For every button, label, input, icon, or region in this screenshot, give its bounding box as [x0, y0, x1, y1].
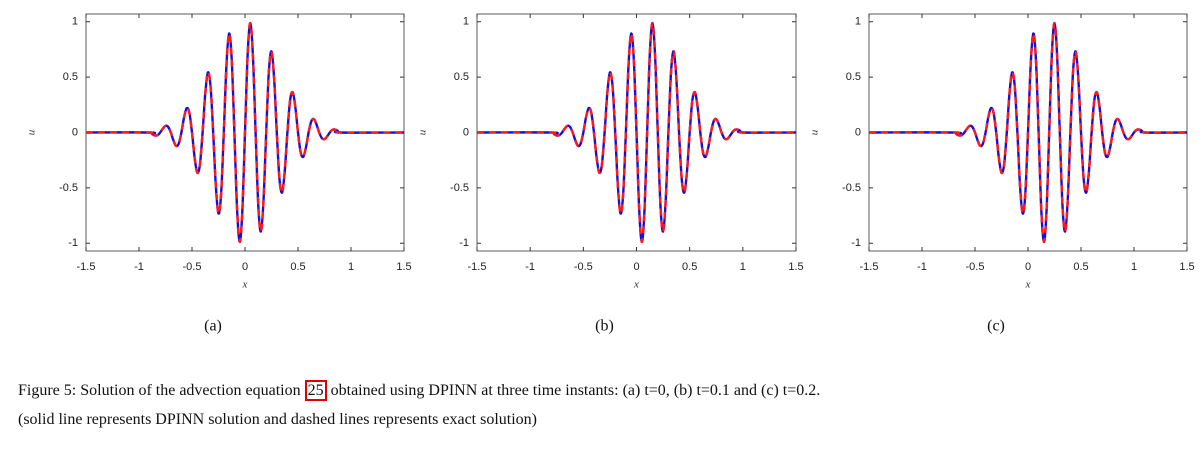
y-tick-label: -0.5	[59, 182, 78, 194]
x-tick-label: -0.5	[966, 261, 985, 273]
x-tick-label: 0	[242, 261, 248, 273]
x-tick-label: 0.5	[290, 261, 305, 273]
x-tick-label: 1.5	[1179, 261, 1194, 273]
y-tick-label: 0	[855, 126, 861, 138]
data-line	[476, 21, 797, 244]
y-tick-label: 0.5	[846, 71, 861, 83]
y-tick-label: 1	[72, 16, 78, 28]
x-tick-label: 0	[633, 261, 639, 273]
x-tick-label: -1.5	[468, 261, 487, 273]
x-tick-label: 1	[348, 261, 354, 273]
figure: -1 -0.5 0 0.5 1 -1.5 -1 -0.5 0 0.5 1 1.5 x u (a) -1 -0.5…	[26, 13, 1195, 335]
subfigure-label: (b)	[595, 318, 614, 335]
x-axis-label: x	[633, 279, 639, 291]
x-tick-label: 1	[1131, 261, 1137, 273]
x-tick-label: -1	[525, 261, 535, 273]
y-axis-label: u	[26, 129, 38, 135]
caption-line: (solid line represents DPINN solution an…	[18, 411, 537, 428]
x-tick-label: 0	[1025, 261, 1031, 273]
y-tick-label: -0.5	[450, 182, 469, 194]
y-tick-label: -0.5	[842, 182, 861, 194]
x-tick-label: -1	[917, 261, 927, 273]
x-axis-label: x	[1025, 279, 1031, 291]
x-tick-label: -1.5	[860, 261, 879, 273]
data-line	[868, 21, 1188, 244]
x-tick-label: 0.5	[682, 261, 697, 273]
subfigure-label: (a)	[204, 318, 222, 335]
x-tick-label: -0.5	[574, 261, 593, 273]
x-tick-label: 1.5	[396, 261, 411, 273]
y-tick-label: 0.5	[454, 71, 469, 83]
y-axis-label: u	[417, 129, 429, 135]
y-tick-label: -1	[851, 237, 861, 249]
y-tick-label: -1	[68, 237, 78, 249]
equation-ref[interactable]: 25	[304, 380, 327, 401]
x-tick-label: 1	[740, 261, 746, 273]
caption-text: Figure 5: Solution of the advection equa…	[18, 382, 305, 399]
caption-text: obtained using DPINN at three time insta…	[326, 382, 821, 399]
y-axis-label: u	[809, 129, 821, 135]
y-tick-label: 0.5	[63, 71, 78, 83]
x-tick-label: -1	[134, 261, 144, 273]
x-tick-label: 0.5	[1073, 261, 1088, 273]
y-tick-label: 1	[855, 16, 861, 28]
x-tick-label: -1.5	[77, 261, 96, 273]
x-tick-label: 1.5	[788, 261, 803, 273]
y-tick-label: 0	[463, 126, 469, 138]
x-tick-label: -0.5	[183, 261, 202, 273]
data-line	[85, 21, 405, 244]
y-tick-label: 1	[463, 16, 469, 28]
subfigure-label: (c)	[987, 318, 1005, 335]
y-tick-label: -1	[459, 237, 469, 249]
x-axis-label: x	[242, 279, 248, 291]
caption-line: Figure 5: Solution of the advection equa…	[18, 380, 821, 401]
y-tick-label: 0	[72, 126, 78, 138]
